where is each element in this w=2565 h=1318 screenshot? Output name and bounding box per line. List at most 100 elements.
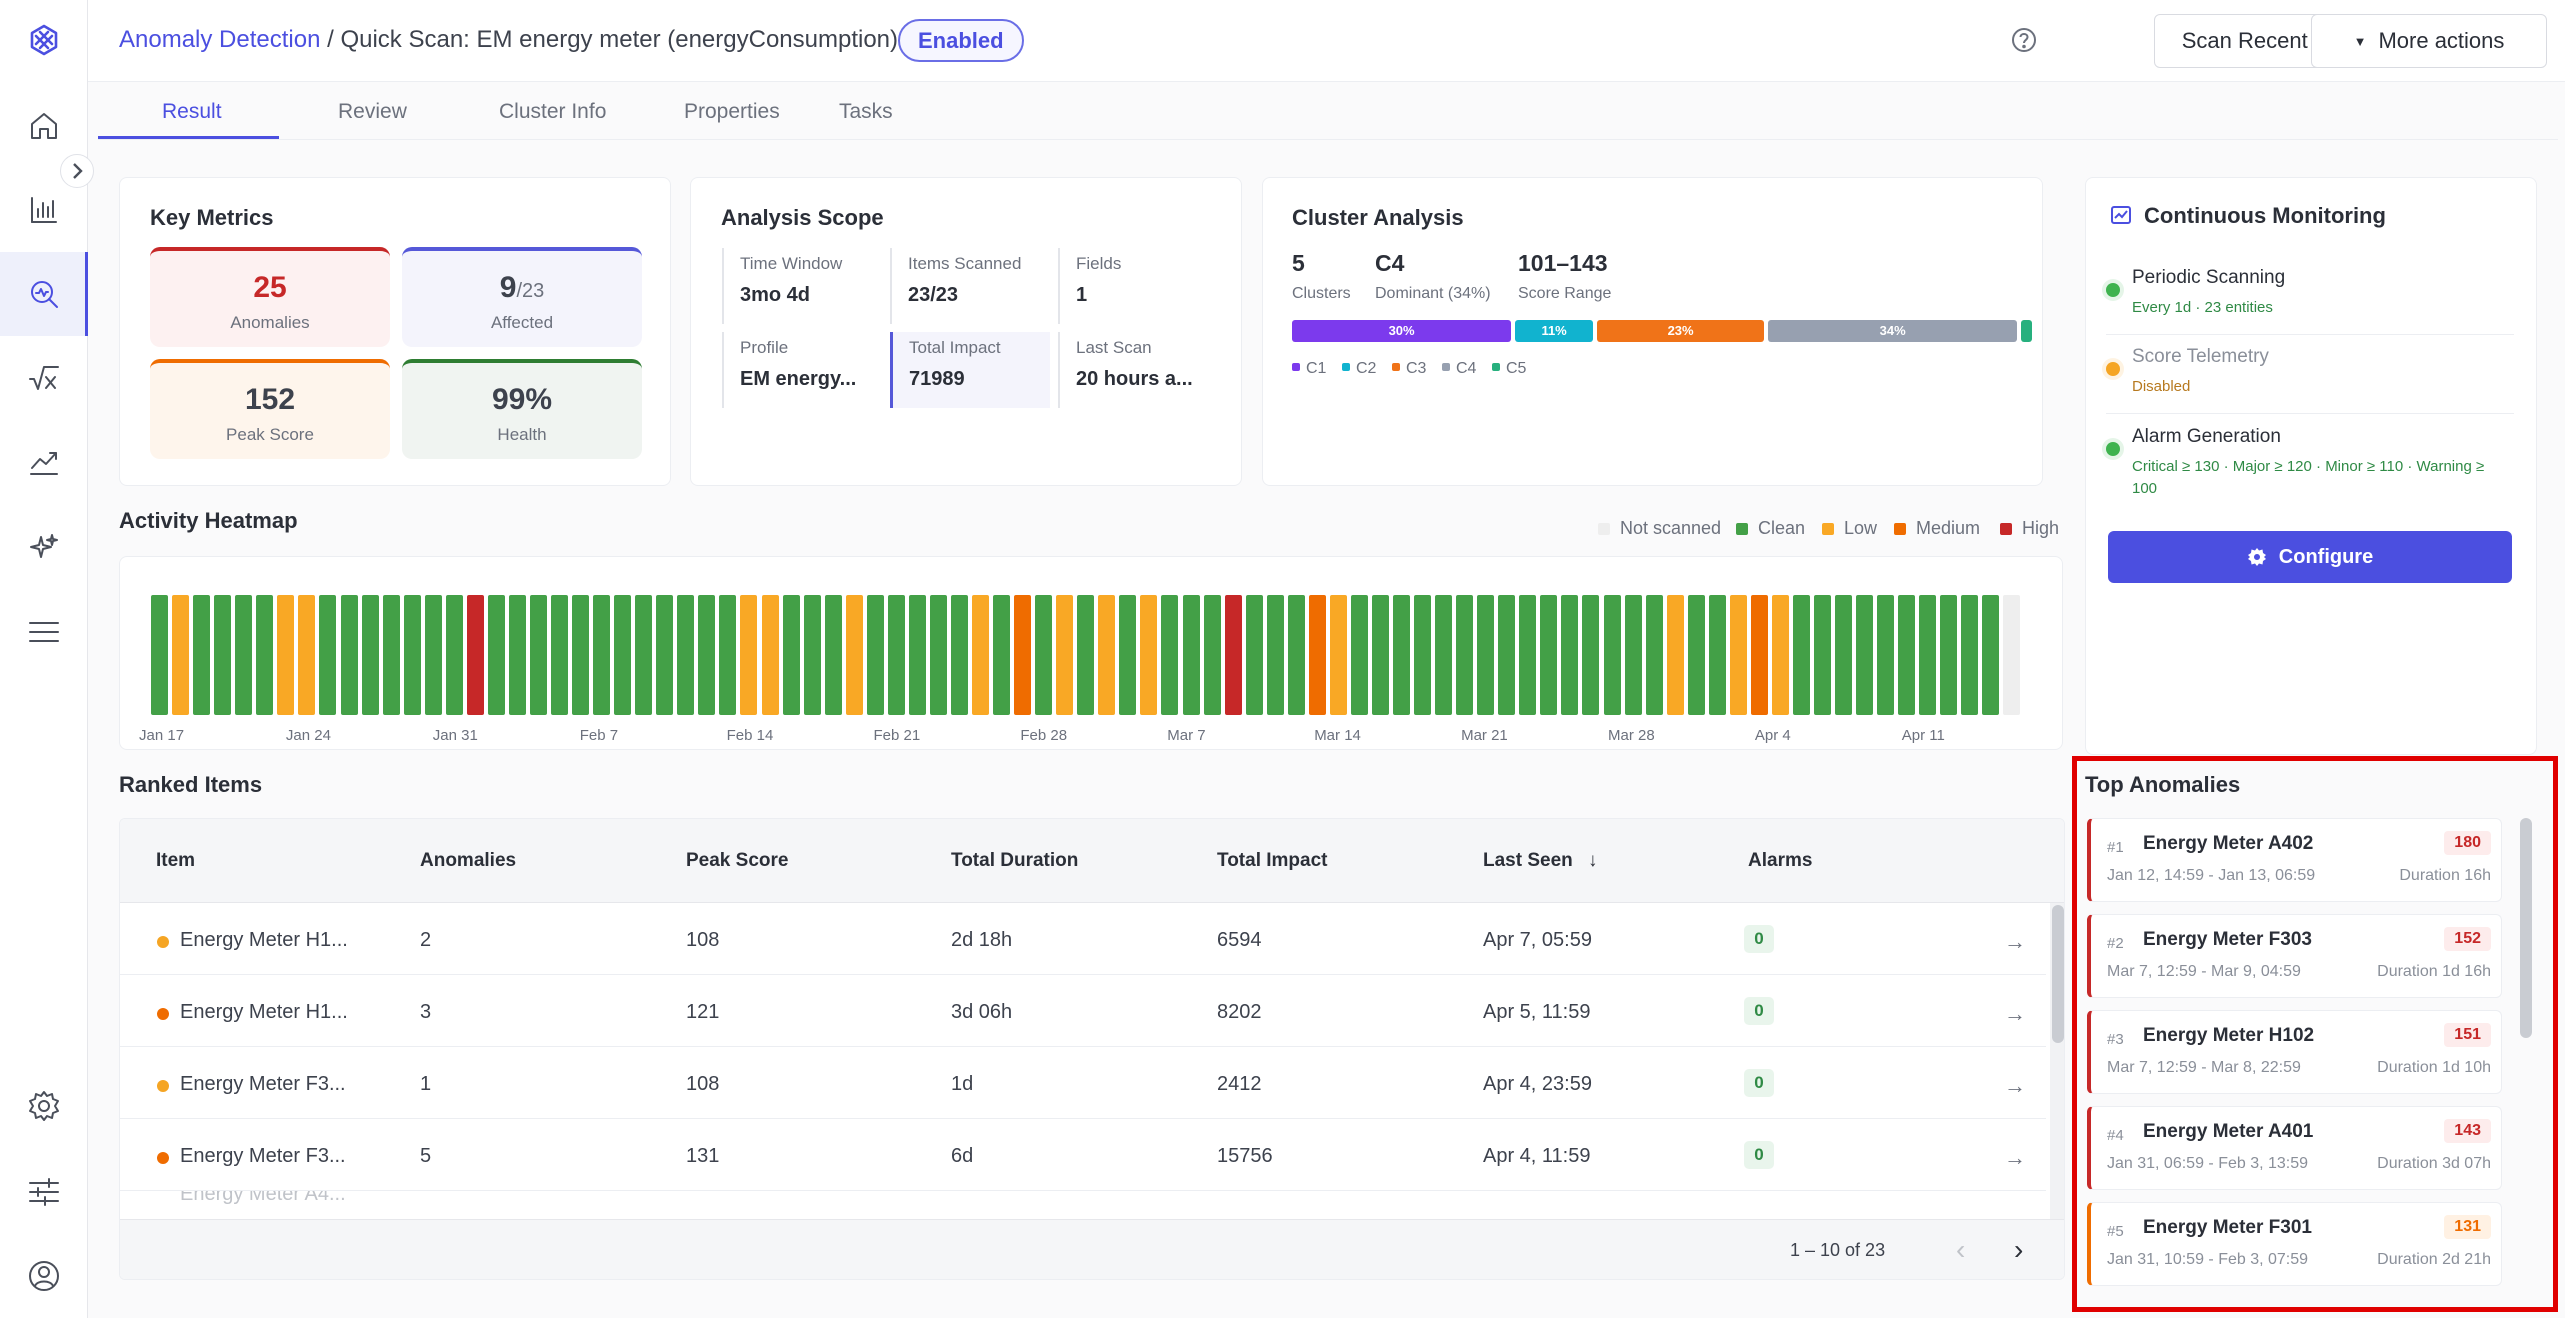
heatmap-day-cell[interactable] <box>677 595 695 715</box>
table-row[interactable]: Energy Meter F3... 1 108 1d 2412 Apr 4, 23:59… <box>120 1047 2046 1119</box>
table-row[interactable]: Energy Meter H1... 2 108 2d 18h 6594 Apr 7, 0… <box>120 903 2046 975</box>
monitoring-item-0[interactable]: Periodic Scanning Every 1d · 23 entities <box>2106 265 2514 335</box>
heatmap-day-cell[interactable] <box>508 595 526 715</box>
user-avatar-icon[interactable] <box>20 1252 68 1300</box>
heatmap-day-cell[interactable] <box>572 595 589 715</box>
sparkle-icon[interactable] <box>20 524 68 572</box>
col-alarms[interactable]: Alarms <box>1748 850 1813 871</box>
configure-button[interactable]: Configure <box>2108 531 2512 583</box>
heatmap-day-cell[interactable] <box>1098 595 1116 715</box>
heatmap-day-cell[interactable] <box>466 595 484 715</box>
heatmap-day-cell[interactable] <box>1645 595 1663 715</box>
heatmap-day-cell[interactable] <box>1582 595 1600 715</box>
heatmap-day-cell[interactable] <box>1119 595 1137 715</box>
heatmap-day-cell[interactable] <box>235 595 253 715</box>
heatmap-day-cell[interactable] <box>1350 595 1368 715</box>
heatmap-day-cell[interactable] <box>887 595 905 715</box>
heatmap-day-cell[interactable] <box>1982 595 2000 715</box>
row-open-arrow-icon[interactable]: → <box>2004 1073 2026 1098</box>
metric-affected-tile[interactable]: 9/23 Affected <box>402 247 642 347</box>
heatmap-day-cell[interactable] <box>277 595 295 715</box>
table-scrollbar[interactable] <box>2050 903 2064 1219</box>
heatmap-day-cell[interactable] <box>1329 595 1347 715</box>
heatmap-day-cell[interactable] <box>1456 595 1474 715</box>
heatmap-day-cell[interactable] <box>719 595 737 715</box>
heatmap-day-cell[interactable] <box>1729 595 1747 715</box>
cluster-segment-c3[interactable]: 23% <box>1597 320 1765 342</box>
col-last-seen[interactable]: Last Seen ↓ <box>1483 850 1598 872</box>
heatmap-day-cell[interactable] <box>151 595 168 715</box>
heatmap-day-cell[interactable] <box>1161 595 1179 715</box>
heatmap-day-cell[interactable] <box>1961 595 1979 715</box>
heatmap-day-cell[interactable] <box>845 595 863 715</box>
heatmap-day-cell[interactable] <box>593 595 610 715</box>
heatmap-day-cell[interactable] <box>361 595 379 715</box>
heatmap-day-cell[interactable] <box>298 595 316 715</box>
heatmap-day-cell[interactable] <box>656 595 674 715</box>
bar-chart-icon[interactable] <box>20 186 68 234</box>
heatmap-day-cell[interactable] <box>403 595 421 715</box>
heatmap-day-cell[interactable] <box>1708 595 1726 715</box>
row-open-arrow-icon[interactable]: → <box>2004 929 2026 954</box>
heatmap-day-cell[interactable] <box>1666 595 1684 715</box>
tab-cluster-info[interactable]: Cluster Info <box>499 100 607 123</box>
heatmap-day-cell[interactable] <box>1266 595 1284 715</box>
heatmap-day-cell[interactable] <box>1056 595 1074 715</box>
heatmap-day-cell[interactable] <box>1224 595 1242 715</box>
heatmap-day-cell[interactable] <box>929 595 947 715</box>
sidebar-expand-button[interactable] <box>60 154 94 188</box>
monitoring-item-2[interactable]: Alarm Generation Critical ≥ 130 · Major ≥… <box>2106 424 2514 497</box>
heatmap-day-cell[interactable] <box>1919 595 1937 715</box>
heatmap-day-cell[interactable] <box>382 595 400 715</box>
heatmap-day-cell[interactable] <box>319 595 337 715</box>
heatmap-day-cell[interactable] <box>551 595 568 715</box>
heatmap-day-cell[interactable] <box>1814 595 1831 715</box>
top-anomaly-item[interactable]: #2 Energy Meter F303 Mar 7, 12:59 - Mar 9,… <box>2087 914 2502 998</box>
sliders-icon[interactable] <box>20 1168 68 1216</box>
top-anomaly-item[interactable]: #4 Energy Meter A401 Jan 31, 06:59 - Feb 3… <box>2087 1106 2502 1190</box>
cluster-segment-c5[interactable] <box>2021 320 2032 342</box>
top-anomaly-item[interactable]: #5 Energy Meter F301 Jan 31, 10:59 - Feb 3… <box>2087 1202 2502 1286</box>
status-badge[interactable]: Enabled <box>898 19 1024 62</box>
heatmap-day-cell[interactable] <box>193 595 211 715</box>
tab-properties[interactable]: Properties <box>684 100 780 123</box>
prev-page-button[interactable]: ‹ <box>1956 1234 1966 1265</box>
next-page-button[interactable]: › <box>2014 1234 2024 1265</box>
heatmap-day-cell[interactable] <box>340 595 358 715</box>
home-icon[interactable] <box>20 102 68 150</box>
heatmap-day-cell[interactable] <box>1393 595 1410 715</box>
heatmap-day-cell[interactable] <box>1182 595 1200 715</box>
heatmap-day-cell[interactable] <box>1477 595 1495 715</box>
settings-gear-icon[interactable] <box>20 1082 68 1130</box>
heatmap-day-cell[interactable] <box>424 595 442 715</box>
heatmap-day-cell[interactable] <box>698 595 716 715</box>
col-total-impact[interactable]: Total Impact <box>1217 850 1328 871</box>
heatmap-day-cell[interactable] <box>1624 595 1642 715</box>
heatmap-day-cell[interactable] <box>1371 595 1389 715</box>
app-logo-icon[interactable] <box>20 16 68 64</box>
heatmap-day-cell[interactable] <box>1245 595 1263 715</box>
breadcrumb-root-link[interactable]: Anomaly Detection <box>119 26 321 53</box>
heatmap-day-cell[interactable] <box>761 595 779 715</box>
table-row[interactable]: Energy Meter F3... 5 131 6d 15756 Apr 4, 11:5… <box>120 1119 2046 1191</box>
anomaly-search-icon[interactable] <box>20 270 68 318</box>
heatmap-day-cell[interactable] <box>1140 595 1158 715</box>
heatmap-day-cell[interactable] <box>2003 595 2021 715</box>
heatmap-day-cell[interactable] <box>1835 595 1852 715</box>
tab-result[interactable]: Result <box>162 100 222 123</box>
heatmap-day-cell[interactable] <box>1077 595 1095 715</box>
table-row[interactable]: Energy Meter H1... 3 121 3d 06h 8202 Apr 5, 1… <box>120 975 2046 1047</box>
heatmap-day-cell[interactable] <box>1540 595 1558 715</box>
row-open-arrow-icon[interactable]: → <box>2004 1001 2026 1026</box>
formula-icon[interactable] <box>20 354 68 402</box>
top-anomalies-scrollbar-thumb[interactable] <box>2520 818 2532 1038</box>
tab-tasks[interactable]: Tasks <box>839 100 893 123</box>
heatmap-day-cell[interactable] <box>1771 595 1789 715</box>
top-anomaly-item[interactable]: #1 Energy Meter A402 Jan 12, 14:59 - Jan 1… <box>2087 818 2502 902</box>
heatmap-day-cell[interactable] <box>1750 595 1768 715</box>
heatmap-day-cell[interactable] <box>1561 595 1579 715</box>
heatmap-day-cell[interactable] <box>487 595 505 715</box>
heatmap-day-cell[interactable] <box>1603 595 1621 715</box>
row-open-arrow-icon[interactable]: → <box>2004 1145 2026 1170</box>
heatmap-day-cell[interactable] <box>908 595 926 715</box>
